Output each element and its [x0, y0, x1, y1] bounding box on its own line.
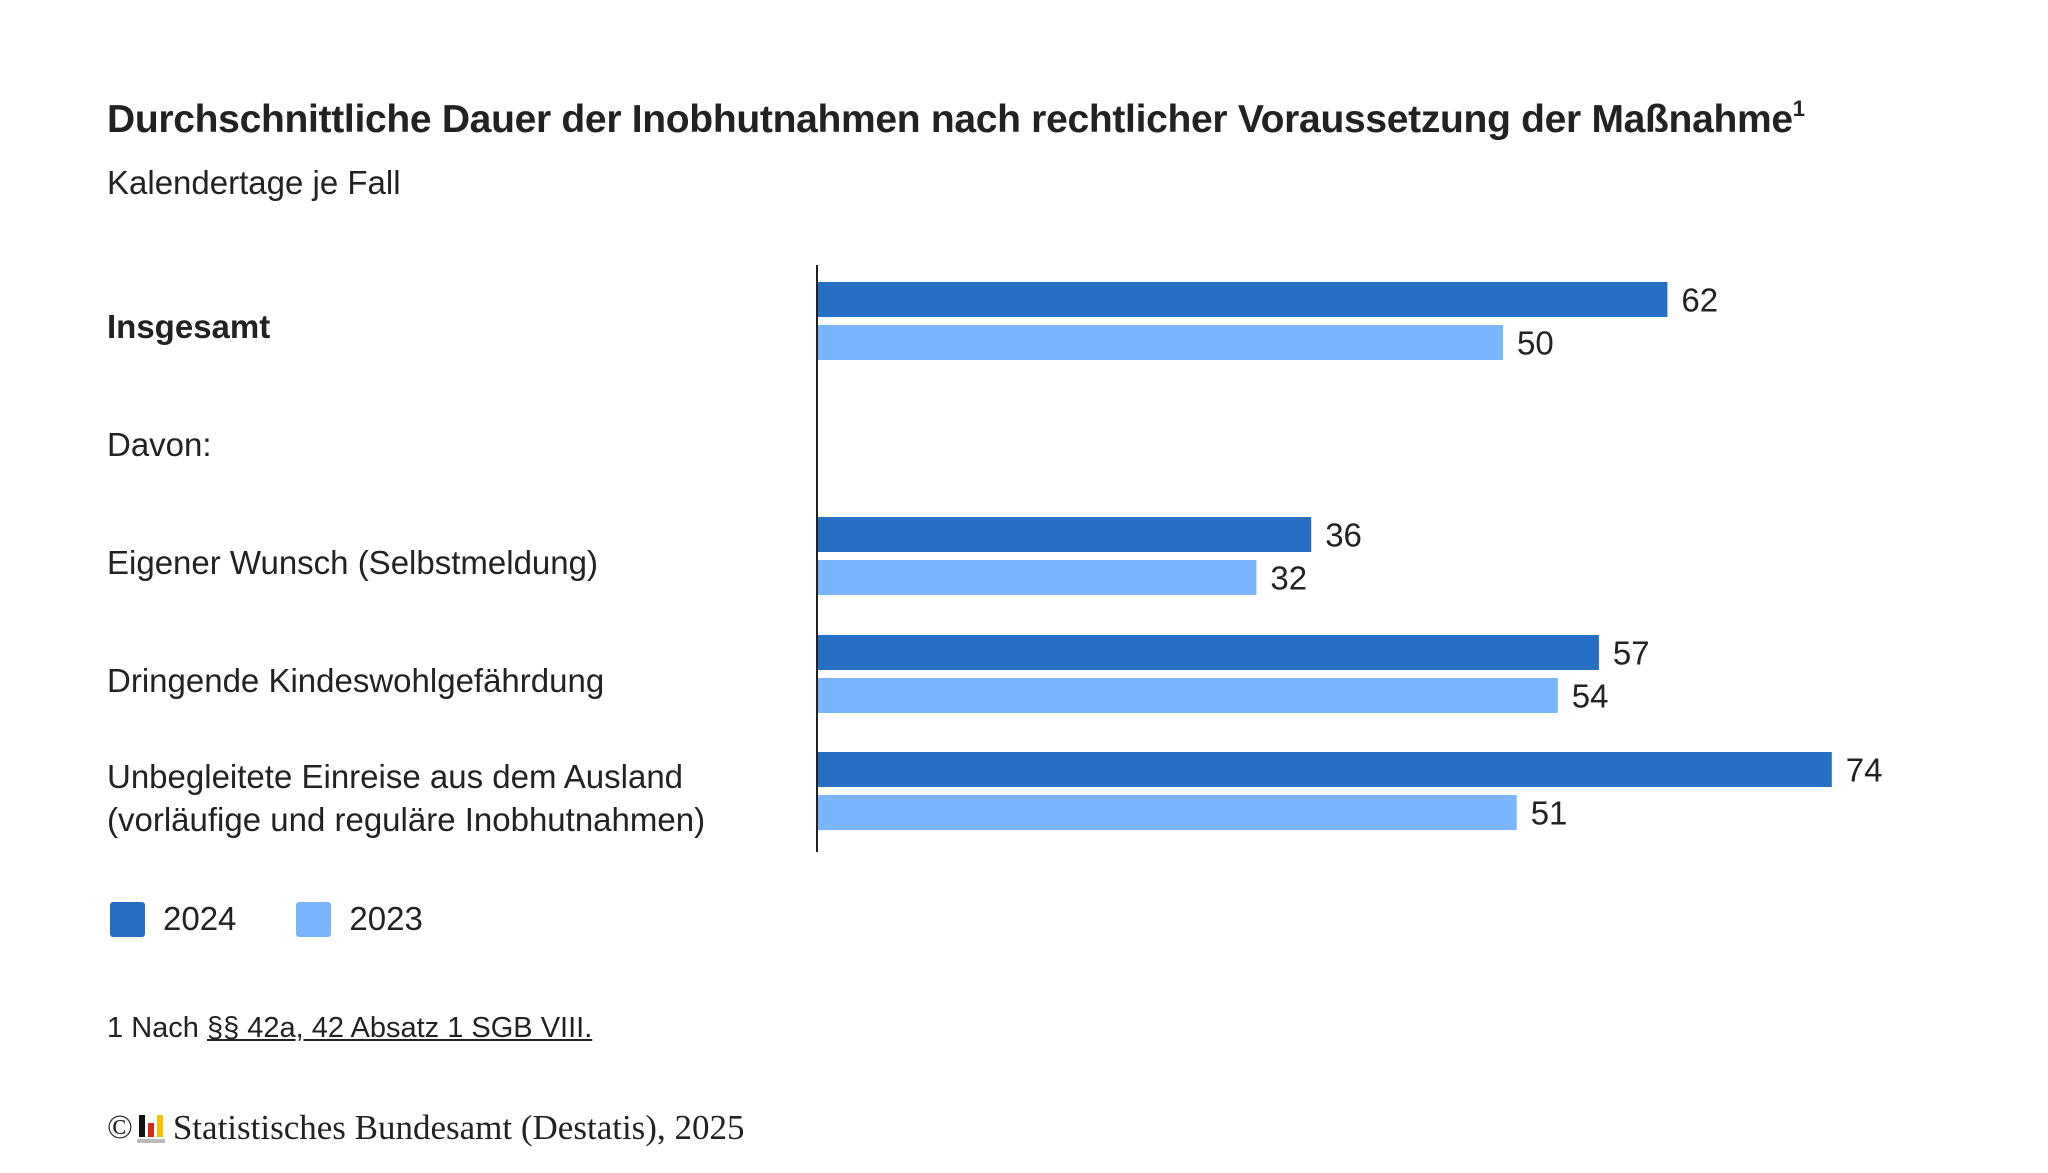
bar-2024-0 [818, 282, 1668, 317]
bar-2024-3 [818, 752, 1832, 787]
legend: 2024 2023 [110, 900, 483, 938]
copyright-icon: © [107, 1109, 133, 1146]
bar-2023-3 [818, 795, 1517, 830]
data-label-2024-0: 62 [1681, 282, 1718, 319]
chart-title-text: Durchschnittliche Dauer der Inobhutnahme… [107, 98, 1793, 141]
footnote: 1 Nach §§ 42a, 42 Absatz 1 SGB VIII. [107, 1012, 592, 1045]
data-label-2024-2: 57 [1613, 635, 1650, 672]
legend-item-2023: 2023 [296, 900, 423, 938]
category-label-line-2: (vorläufige und reguläre Inobhutnahmen) [107, 801, 706, 838]
data-label-2024-1: 36 [1325, 517, 1362, 554]
copyright-line: © Statistisches Bundesamt (Destatis), 20… [107, 1108, 744, 1148]
legend-swatch-2024 [110, 901, 145, 937]
data-label-2023-1: 32 [1270, 560, 1307, 597]
category-label-davon: Davon: [107, 426, 212, 463]
bar-2023-0 [818, 325, 1503, 360]
footnote-number: 1 [107, 1012, 124, 1044]
category-label-insgesamt: Insgesamt [107, 308, 271, 345]
chart-subtitle: Kalendertage je Fall [107, 164, 401, 201]
title-footnote-marker: 1 [1792, 96, 1805, 121]
footnote-law-link[interactable]: §§ 42a, 42 Absatz 1 SGB VIII. [206, 1012, 593, 1044]
legend-swatch-2023 [296, 901, 332, 937]
legend-label-2024: 2024 [163, 900, 237, 937]
bar-2024-2 [818, 635, 1599, 670]
destatis-logo-icon [136, 1113, 165, 1143]
bar-2023-2 [818, 678, 1558, 713]
category-label-unbegleitete-einreise: Unbegleitete Einreise aus dem Ausland (v… [107, 755, 705, 841]
category-label-kindeswohlgefaehrdung: Dringende Kindeswohlgefährdung [107, 662, 605, 699]
chart-title: Durchschnittliche Dauer der Inobhutnahme… [107, 96, 1805, 142]
copyright-text: Statistisches Bundesamt (Destatis), 2025 [172, 1108, 745, 1147]
bar-2023-1 [818, 560, 1257, 595]
data-label-2023-2: 54 [1572, 678, 1609, 715]
bar-2024-1 [818, 517, 1312, 552]
footnote-prefix: Nach [131, 1012, 199, 1044]
category-label-eigener-wunsch: Eigener Wunsch (Selbstmeldung) [107, 544, 598, 581]
legend-label-2023: 2023 [349, 900, 423, 937]
data-label-2023-0: 50 [1517, 325, 1554, 362]
data-label-2024-3: 74 [1846, 752, 1883, 789]
data-label-2023-3: 51 [1531, 795, 1568, 832]
legend-item-2024: 2024 [110, 900, 236, 938]
category-label-line-1: Unbegleitete Einreise aus dem Ausland [107, 758, 684, 795]
